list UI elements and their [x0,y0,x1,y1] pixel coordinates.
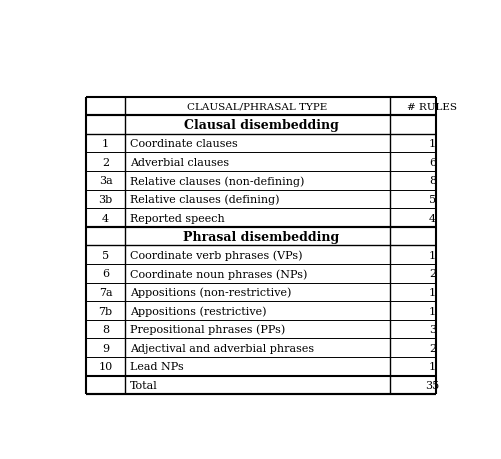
Text: 2: 2 [102,157,109,168]
Text: Reported speech: Reported speech [129,213,224,223]
Text: 4: 4 [428,213,435,223]
Text: Lead NPs: Lead NPs [129,362,183,371]
Text: Appositions (non-restrictive): Appositions (non-restrictive) [129,287,291,297]
Text: 2: 2 [428,343,435,353]
Text: Adjectival and adverbial phrases: Adjectival and adverbial phrases [129,343,313,353]
Text: 3: 3 [428,325,435,335]
Text: Relative clauses (non-defining): Relative clauses (non-defining) [129,176,304,186]
Text: 1: 1 [428,362,435,371]
Text: 3a: 3a [99,176,112,186]
Text: 6: 6 [102,269,109,279]
Text: 1: 1 [428,306,435,316]
Text: 6: 6 [428,157,435,168]
Text: 7b: 7b [98,306,112,316]
Text: Prepositional phrases (PPs): Prepositional phrases (PPs) [129,324,285,335]
Text: 5: 5 [102,250,109,260]
Text: Phrasal disembedding: Phrasal disembedding [183,230,339,243]
Text: 1: 1 [102,139,109,149]
Text: Relative clauses (defining): Relative clauses (defining) [129,194,279,205]
Text: 3b: 3b [98,195,112,205]
Text: Appositions (restrictive): Appositions (restrictive) [129,306,266,316]
Text: Coordinate verb phrases (VPs): Coordinate verb phrases (VPs) [129,250,302,260]
Text: 1: 1 [428,287,435,297]
Text: Coordinate noun phrases (NPs): Coordinate noun phrases (NPs) [129,269,307,279]
Text: 10: 10 [98,362,112,371]
Text: 4: 4 [102,213,109,223]
Text: 9: 9 [102,343,109,353]
Text: 35: 35 [424,380,438,390]
Text: # RULES: # RULES [406,102,456,111]
Text: Total: Total [129,380,157,390]
Text: 8: 8 [428,176,435,186]
Text: 2: 2 [428,269,435,279]
Text: 1: 1 [428,139,435,149]
Text: Adverbial clauses: Adverbial clauses [129,157,228,168]
Text: CLAUSAL/PHRASAL TYPE: CLAUSAL/PHRASAL TYPE [187,102,327,111]
Text: 7a: 7a [99,287,112,297]
Text: 8: 8 [102,325,109,335]
Text: Coordinate clauses: Coordinate clauses [129,139,237,149]
Text: 5: 5 [428,195,435,205]
Text: Clausal disembedding: Clausal disembedding [183,119,338,132]
Text: 1: 1 [428,250,435,260]
